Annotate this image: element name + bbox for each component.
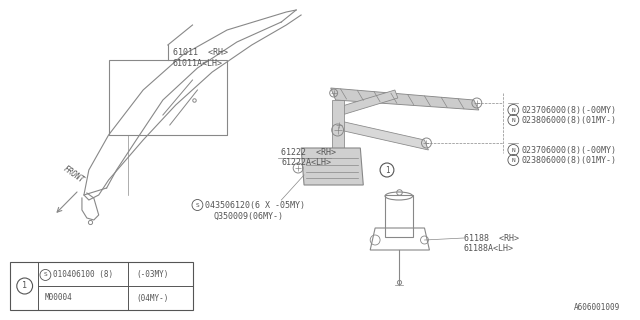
- Text: N: N: [511, 157, 515, 163]
- Text: Q350009(06MY-): Q350009(06MY-): [213, 212, 284, 220]
- Text: 61222  <RH>: 61222 <RH>: [282, 148, 337, 156]
- Text: M00004: M00004: [44, 293, 72, 302]
- Text: 043506120(6 X -05MY): 043506120(6 X -05MY): [205, 201, 305, 210]
- Text: 1: 1: [385, 165, 389, 174]
- Text: A606001009: A606001009: [573, 303, 620, 312]
- Polygon shape: [332, 100, 344, 155]
- Text: FRONT: FRONT: [62, 164, 86, 185]
- Text: 61188A<LH>: 61188A<LH>: [464, 244, 514, 252]
- Bar: [385, 195, 413, 237]
- Text: 61188  <RH>: 61188 <RH>: [464, 234, 519, 243]
- Polygon shape: [335, 120, 428, 150]
- Polygon shape: [301, 148, 364, 185]
- Polygon shape: [331, 88, 479, 110]
- Text: 023806000(8)(01MY-): 023806000(8)(01MY-): [521, 156, 616, 164]
- Text: 61011  <RH>: 61011 <RH>: [173, 47, 228, 57]
- Text: (04MY-): (04MY-): [136, 293, 168, 302]
- Text: N: N: [511, 148, 515, 153]
- Text: (-03MY): (-03MY): [136, 270, 168, 279]
- Text: 1: 1: [22, 282, 27, 291]
- Text: 023806000(8)(01MY-): 023806000(8)(01MY-): [521, 116, 616, 124]
- Bar: [109, 60, 227, 135]
- Text: N: N: [511, 108, 515, 113]
- Text: N: N: [511, 117, 515, 123]
- Text: 023706000(8)(-00MY): 023706000(8)(-00MY): [521, 146, 616, 155]
- Text: S: S: [196, 203, 199, 207]
- Text: 61011A<LH>: 61011A<LH>: [173, 59, 223, 68]
- Polygon shape: [335, 90, 398, 116]
- Text: S: S: [44, 272, 47, 277]
- Text: 010406100 (8): 010406100 (8): [53, 270, 113, 279]
- Text: 61222A<LH>: 61222A<LH>: [282, 157, 332, 166]
- Text: 023706000(8)(-00MY): 023706000(8)(-00MY): [521, 106, 616, 115]
- Bar: [10, 262, 193, 310]
